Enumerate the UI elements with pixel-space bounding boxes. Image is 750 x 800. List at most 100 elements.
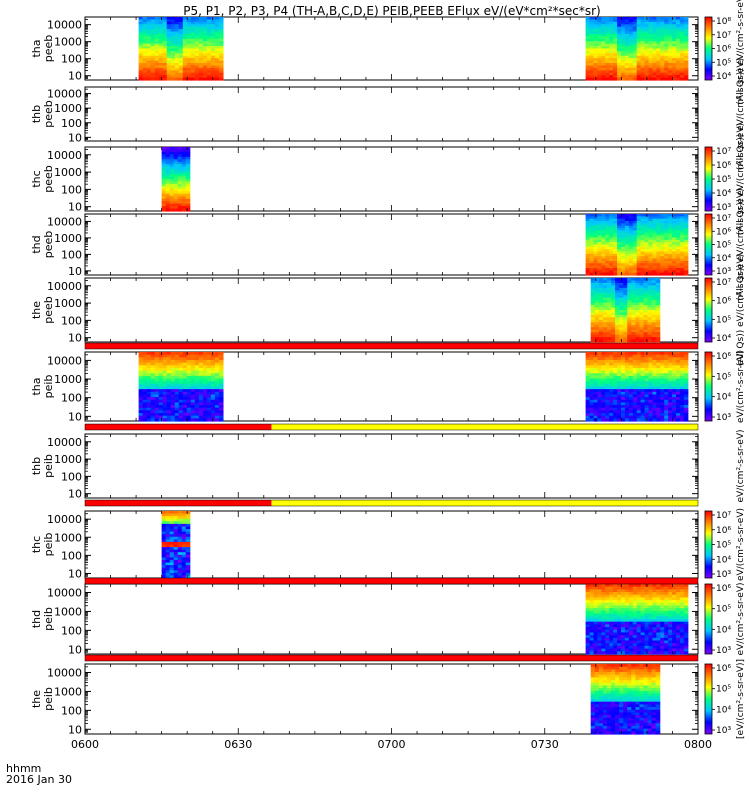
spectrogram-cell (589, 370, 595, 374)
spectrogram-cell (185, 171, 191, 175)
spectrogram-cell (606, 324, 612, 328)
spectrogram-cell (142, 410, 148, 414)
y-tick-label: 100 (61, 117, 82, 130)
spectrogram-cell (210, 43, 216, 47)
spectrogram-cell (218, 367, 224, 372)
spectrogram-cell (597, 263, 602, 267)
spectrogram-cell (597, 55, 602, 59)
spectrogram-cell (150, 24, 156, 28)
spectrogram-cell (620, 362, 626, 366)
spectrogram-cell (605, 46, 610, 50)
spectrogram-cell (609, 627, 614, 631)
spectrogram-cell (632, 627, 638, 631)
spectrogram-cell (210, 29, 216, 33)
colorbar-title: (All Qs)) eV/(cm²-s-sr-eV) (736, 58, 746, 170)
spectrogram-cell (632, 58, 638, 62)
spectrogram-cell (628, 41, 634, 45)
spectrogram-cell (672, 63, 677, 67)
spectrogram-cell (182, 397, 188, 401)
spectrogram-cell (185, 191, 191, 195)
spectrogram-cell (186, 378, 192, 382)
spectrogram-cell (601, 365, 606, 369)
spectrogram-cell (598, 297, 604, 301)
spectrogram-cell (668, 263, 673, 267)
spectrogram-cell (585, 70, 591, 74)
spectrogram-cell (660, 72, 665, 76)
spectrogram-cell (660, 17, 665, 21)
spectrogram-cell (632, 41, 638, 45)
spectrogram-cell (170, 41, 176, 45)
spectrogram-cell (185, 536, 191, 540)
spectrogram-cell (683, 36, 689, 40)
spectrogram-cell (150, 72, 156, 76)
spectrogram-cell (679, 602, 685, 607)
spectrogram-cell (648, 232, 654, 236)
spectrogram-cell (190, 391, 196, 396)
spectrogram-cell (181, 523, 187, 528)
spectrogram-cell (648, 239, 654, 243)
spectrogram-cell (672, 55, 677, 59)
spectrogram-cell (652, 391, 657, 396)
spectrogram-cell (675, 608, 681, 612)
spectrogram-cell (660, 605, 665, 609)
spectrogram-cell (636, 55, 642, 59)
spectrogram-cell (679, 586, 685, 590)
spectrogram-cell (194, 60, 200, 64)
spectrogram-cell (652, 251, 657, 255)
spectrogram-cell (605, 67, 610, 71)
spectrogram-cell (161, 529, 167, 533)
spectrogram-cell (593, 362, 599, 366)
spectrogram-cell (606, 297, 612, 301)
spectrogram-cell (602, 300, 608, 304)
spectrogram-cell (624, 63, 630, 67)
spectrogram-cell (613, 50, 618, 54)
spectrogram-cell (161, 176, 167, 180)
spectrogram-cell (636, 218, 642, 222)
spectrogram-cell (668, 223, 673, 227)
spectrogram-cell (161, 196, 167, 200)
spectrogram-cell (174, 359, 180, 364)
spectrogram-cell (668, 70, 673, 74)
spectrogram-cell (640, 267, 646, 271)
spectrogram-cell (150, 410, 156, 414)
spectrogram-cell (593, 386, 599, 390)
spectrogram-cell (165, 191, 171, 195)
spectrogram-cell (632, 223, 638, 227)
spectrogram-cell (648, 605, 654, 609)
spectrogram-cell (590, 278, 596, 282)
spectrogram-cell (660, 600, 665, 604)
spectrogram-cell (218, 26, 224, 30)
spectrogram-cell (613, 48, 618, 52)
spectrogram-cell (617, 589, 622, 593)
y-tick-label: 1000 (54, 297, 82, 310)
spectrogram-cell (672, 597, 677, 601)
spectrogram-cell (668, 386, 673, 390)
spectrogram-cell (648, 410, 654, 414)
spectrogram-cell (585, 41, 591, 45)
spectrogram-cell (206, 72, 212, 76)
spectrogram-cell (605, 418, 610, 422)
spectrogram-cell (675, 415, 681, 419)
spectrogram-cell (664, 370, 669, 374)
spectrogram-cell (668, 48, 673, 52)
spectrogram-cell (628, 46, 634, 50)
spectrogram-cell (631, 295, 636, 299)
spectrogram-cell (597, 237, 602, 241)
spectrogram-cell (170, 383, 176, 388)
spectrogram-cell (679, 263, 685, 267)
spectrogram-cell (628, 225, 634, 229)
spectrogram-cell (186, 41, 192, 45)
spectrogram-cell (210, 415, 216, 419)
spectrogram-cell (620, 253, 626, 257)
spectrogram-cell (154, 413, 160, 417)
spectrogram-cell (177, 154, 183, 158)
spectrogram-cell (166, 397, 172, 401)
spectrogram-cell (173, 149, 179, 153)
spectrogram-cell (655, 310, 661, 314)
spectrogram-cell (138, 70, 144, 74)
spectrogram-cell (214, 53, 220, 57)
spectrogram-cell (664, 413, 669, 417)
spectrogram-cell (186, 383, 192, 388)
